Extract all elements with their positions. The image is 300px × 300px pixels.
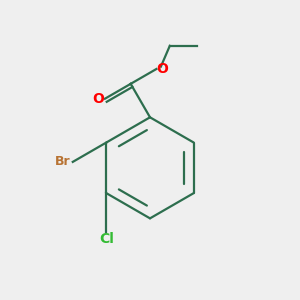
- Text: Cl: Cl: [99, 232, 114, 246]
- Text: Br: Br: [55, 155, 70, 168]
- Text: O: O: [156, 62, 168, 76]
- Text: O: O: [92, 92, 104, 106]
